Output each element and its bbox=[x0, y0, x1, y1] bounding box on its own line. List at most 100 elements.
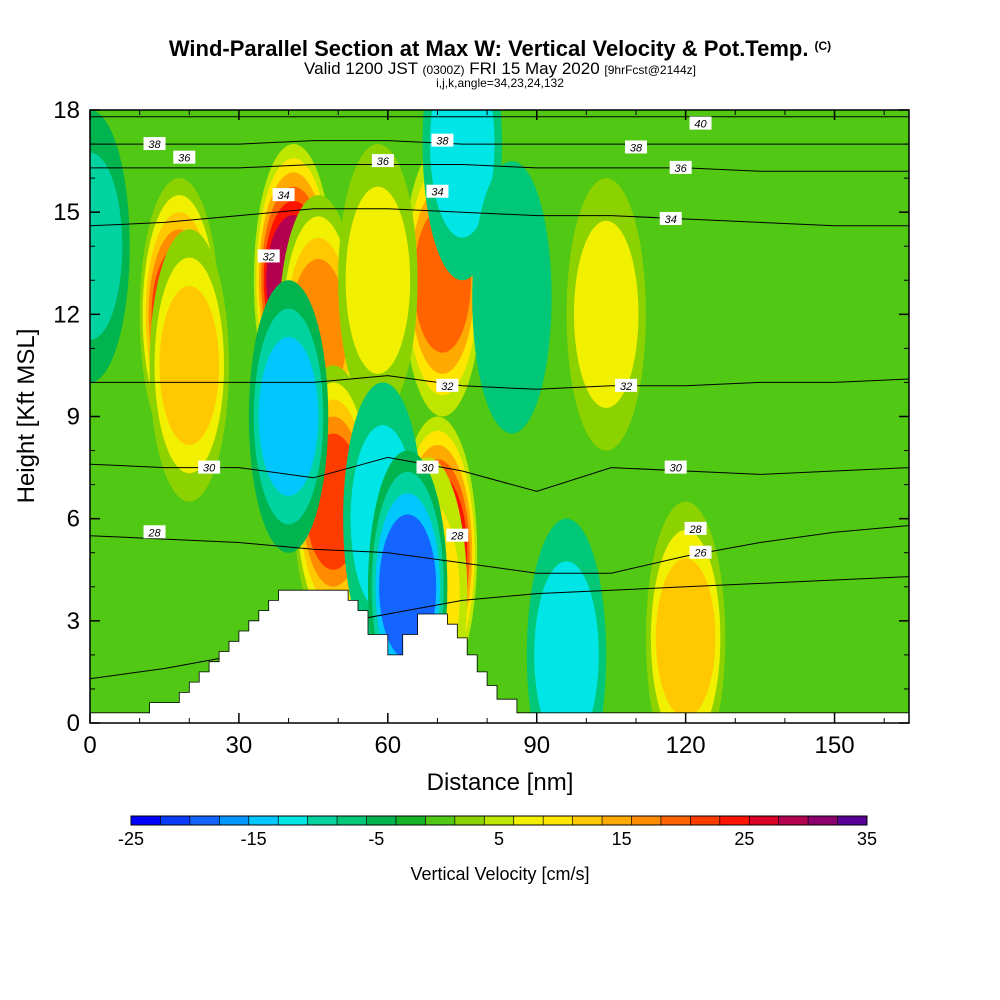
colorbar-swatch bbox=[837, 816, 868, 825]
contour-label: 34 bbox=[665, 214, 677, 226]
terrain bbox=[90, 589, 909, 723]
contour-label: 28 bbox=[147, 527, 161, 539]
colorbar-swatch bbox=[690, 816, 721, 825]
y-axis-title: Height [Kft MSL] bbox=[13, 329, 40, 504]
y-tick-label: 3 bbox=[67, 608, 80, 635]
contour-label-box bbox=[431, 133, 454, 147]
colorbar-swatch bbox=[189, 816, 220, 825]
forecast-info: [9hrFcst@2144z] bbox=[604, 63, 696, 77]
y-tick-label: 18 bbox=[53, 97, 80, 124]
velocity-cell bbox=[345, 186, 411, 374]
theta-contour-32 bbox=[90, 375, 909, 390]
section-indices: i,j,k,angle=34,23,24,132 bbox=[436, 76, 564, 90]
contour-label-box bbox=[173, 150, 196, 164]
colorbar-swatch bbox=[425, 816, 456, 825]
contour-label-box bbox=[426, 184, 449, 198]
contour-label: 36 bbox=[675, 163, 688, 175]
contour-label-box bbox=[143, 525, 166, 539]
colorbar-swatch bbox=[307, 816, 338, 825]
contour-label-box bbox=[689, 545, 712, 559]
colorbar-swatch bbox=[366, 816, 397, 825]
contour-label: 32 bbox=[441, 381, 453, 393]
colorbar: -25 -15 -5 5 15 25 35 bbox=[118, 815, 877, 849]
contour-label-box bbox=[272, 188, 295, 202]
x-tick-label: 30 bbox=[226, 732, 253, 759]
contour-label: 32 bbox=[263, 251, 275, 263]
colorbar-swatch bbox=[572, 816, 603, 825]
contour-label: 36 bbox=[178, 153, 191, 165]
contour-label-box bbox=[143, 137, 166, 151]
velocity-cell bbox=[472, 161, 552, 434]
contour-label: 34 bbox=[431, 187, 443, 199]
theta-contour-28 bbox=[90, 525, 909, 574]
x-tick-label: 90 bbox=[523, 732, 550, 759]
contour-label-box bbox=[684, 521, 707, 535]
contour-label: 38 bbox=[630, 142, 643, 154]
colorbar-tick-label: 15 bbox=[612, 829, 632, 849]
contour-label-box bbox=[659, 211, 682, 225]
colorbar-tick-label: -15 bbox=[241, 829, 267, 849]
velocity-cell bbox=[90, 152, 123, 340]
contour-label-box bbox=[371, 154, 394, 168]
velocity-cell bbox=[534, 561, 599, 723]
terrain-profile bbox=[90, 589, 909, 723]
contour-label-box bbox=[416, 460, 439, 474]
colorbar-swatch bbox=[602, 816, 632, 825]
theta-contour-38 bbox=[90, 140, 909, 145]
x-tick-label: 60 bbox=[374, 732, 401, 759]
contour-label-box bbox=[689, 116, 712, 130]
colorbar-swatch bbox=[219, 816, 250, 825]
colorbar-swatch bbox=[484, 816, 515, 825]
theta-contour-34 bbox=[90, 208, 909, 227]
colorbar-swatch bbox=[248, 816, 279, 825]
chart-title-text: Wind-Parallel Section at Max W: Vertical… bbox=[168, 36, 809, 61]
colorbar-swatch bbox=[543, 816, 574, 825]
x-tick-label: 120 bbox=[666, 732, 706, 759]
x-axis-title: Distance [nm] bbox=[427, 769, 574, 796]
contour-label: 30 bbox=[203, 463, 216, 475]
x-tick-label: 0 bbox=[83, 732, 96, 759]
contour-label: 28 bbox=[688, 524, 702, 536]
contour-label: 38 bbox=[148, 139, 161, 151]
contour-label-box bbox=[436, 378, 459, 392]
contour-label: 26 bbox=[693, 548, 707, 560]
colorbar-swatch bbox=[778, 816, 809, 825]
velocity-cell bbox=[159, 285, 220, 445]
colorbar-swatch bbox=[395, 816, 426, 825]
y-tick-label: 12 bbox=[53, 301, 80, 328]
contour-label-box bbox=[198, 460, 221, 474]
colorbar-tick-label: -5 bbox=[368, 829, 384, 849]
y-tick-label: 0 bbox=[67, 710, 80, 737]
colorbar-tick-label: 25 bbox=[734, 829, 754, 849]
colorbar-swatch bbox=[513, 816, 544, 825]
contour-label: 30 bbox=[670, 463, 683, 475]
colorbar-swatch bbox=[808, 816, 839, 825]
valid-date: FRI 15 May 2020 bbox=[469, 59, 600, 78]
colorbar-swatch bbox=[131, 816, 161, 825]
contour-label: 40 bbox=[694, 119, 707, 131]
colorbar-swatch bbox=[660, 816, 691, 825]
contour-label: 38 bbox=[436, 136, 449, 148]
contour-label: 28 bbox=[450, 531, 464, 543]
valid-utc: (0300Z) bbox=[422, 63, 465, 77]
contour-label: 34 bbox=[277, 190, 289, 202]
velocity-cell bbox=[655, 558, 716, 718]
colorbar-swatch bbox=[454, 816, 485, 825]
contour-label-box bbox=[615, 378, 638, 392]
colorbar-swatch bbox=[719, 816, 750, 825]
contour-label-box bbox=[669, 160, 692, 174]
colorbar-tick-label: 5 bbox=[494, 829, 504, 849]
contour-label-box bbox=[257, 249, 280, 263]
chart-title-units: (C) bbox=[814, 39, 832, 53]
colorbar-swatch bbox=[278, 816, 309, 825]
colorbar-title: Vertical Velocity [cm/s] bbox=[410, 864, 589, 884]
contour-label-box bbox=[664, 460, 687, 474]
colorbar-swatch bbox=[749, 816, 780, 825]
x-tick-label: 150 bbox=[815, 732, 855, 759]
colorbar-tick-label: 35 bbox=[857, 829, 877, 849]
valid-time: Valid 1200 JST bbox=[304, 59, 418, 78]
y-tick-label: 9 bbox=[67, 404, 80, 431]
chart-subtitle: Valid 1200 JST (0300Z) FRI 15 May 2020 [… bbox=[0, 59, 1000, 79]
